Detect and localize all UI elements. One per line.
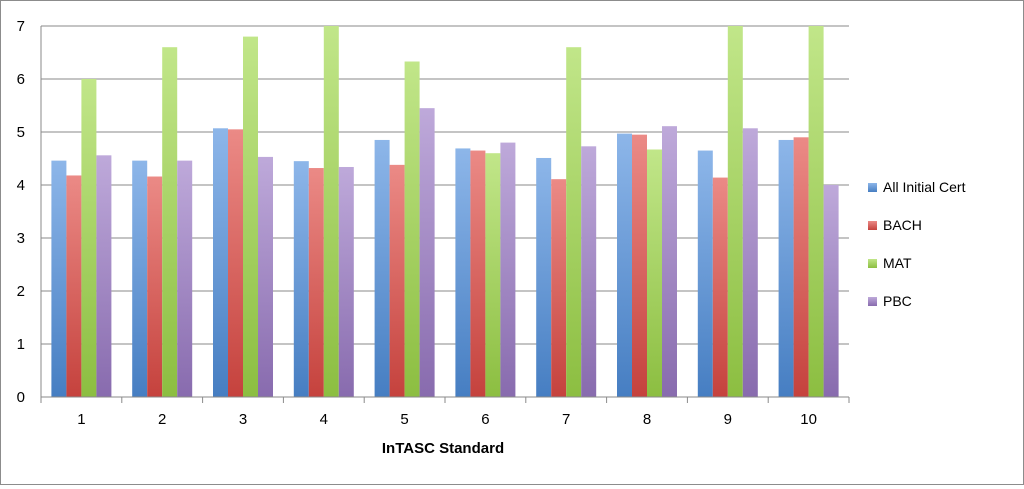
bar-bach-4 xyxy=(308,168,324,397)
x-tick-label: 9 xyxy=(724,411,732,428)
x-axis-title: InTASC Standard xyxy=(382,440,504,457)
bar-bach-6 xyxy=(470,150,486,397)
bar-mat-10 xyxy=(808,26,824,397)
bar-bach-3 xyxy=(228,129,243,397)
bar-bach-1 xyxy=(66,175,82,397)
y-tick-label: 4 xyxy=(17,177,25,194)
bar-all-initial-cert-8 xyxy=(617,133,632,397)
legend-label: All Initial Cert xyxy=(883,179,966,195)
x-tick-label: 7 xyxy=(562,411,570,428)
y-tick-label: 5 xyxy=(17,124,25,141)
legend-swatch xyxy=(868,183,877,192)
bar-mat-7 xyxy=(566,47,582,397)
y-tick-label: 6 xyxy=(17,71,25,88)
x-tick-label: 5 xyxy=(400,411,408,428)
x-tick-label: 1 xyxy=(77,411,85,428)
bar-pbc-10 xyxy=(823,185,839,397)
y-tick-label: 1 xyxy=(17,336,25,353)
y-tick-label: 3 xyxy=(17,230,25,247)
y-tick-label: 7 xyxy=(17,18,25,35)
legend-swatch xyxy=(868,297,877,306)
bar-pbc-5 xyxy=(419,108,435,398)
legend-label: BACH xyxy=(883,217,922,233)
bar-all-initial-cert-7 xyxy=(536,157,552,397)
bar-mat-3 xyxy=(243,36,258,397)
bar-pbc-9 xyxy=(742,128,758,397)
bar-all-initial-cert-3 xyxy=(213,128,228,397)
bar-mat-5 xyxy=(404,61,420,397)
bar-all-initial-cert-6 xyxy=(455,148,471,397)
bar-all-initial-cert-5 xyxy=(374,139,390,397)
legend-label: PBC xyxy=(883,293,912,309)
legend-swatch xyxy=(868,221,877,230)
bar-pbc-1 xyxy=(96,155,112,397)
bar-mat-8 xyxy=(647,149,662,397)
bar-bach-5 xyxy=(389,164,405,397)
bar-mat-4 xyxy=(323,26,339,397)
bar-pbc-3 xyxy=(258,156,273,397)
axes: 0 1 2 3 4 5 6 7 1 2 3 4 5 6 7 8 9 10 xyxy=(17,18,850,428)
bar-bach-9 xyxy=(712,177,728,397)
legend-label: MAT xyxy=(883,255,912,271)
bar-pbc-2 xyxy=(177,160,193,397)
x-tick-label: 3 xyxy=(239,411,247,428)
bar-bach-2 xyxy=(147,176,163,397)
x-tick-label: 8 xyxy=(643,411,651,428)
bar-mat-6 xyxy=(485,153,501,397)
legend-swatch xyxy=(868,259,877,268)
bar-all-initial-cert-9 xyxy=(697,150,713,397)
bar-pbc-6 xyxy=(500,142,516,397)
bar-all-initial-cert-10 xyxy=(778,139,794,397)
bar-all-initial-cert-1 xyxy=(51,160,67,397)
bar-pbc-4 xyxy=(338,166,354,397)
bar-pbc-8 xyxy=(662,126,677,398)
x-tick-label: 6 xyxy=(481,411,489,428)
bars xyxy=(51,26,839,398)
bar-bach-8 xyxy=(632,134,647,397)
y-tick-label: 2 xyxy=(17,283,25,300)
bar-mat-2 xyxy=(162,47,178,397)
bar-bach-7 xyxy=(551,179,567,397)
x-tick-label: 2 xyxy=(158,411,166,428)
bar-all-initial-cert-4 xyxy=(293,161,309,397)
x-tick-label: 10 xyxy=(800,411,817,428)
x-tick-label: 4 xyxy=(320,411,328,428)
bar-bach-10 xyxy=(793,137,809,398)
bar-mat-9 xyxy=(727,26,743,397)
bar-mat-1 xyxy=(81,79,97,397)
bar-pbc-7 xyxy=(581,146,597,397)
legend: All Initial Cert BACH MAT PBC xyxy=(868,179,966,309)
y-tick-label: 0 xyxy=(17,389,25,406)
bar-all-initial-cert-2 xyxy=(132,160,148,397)
